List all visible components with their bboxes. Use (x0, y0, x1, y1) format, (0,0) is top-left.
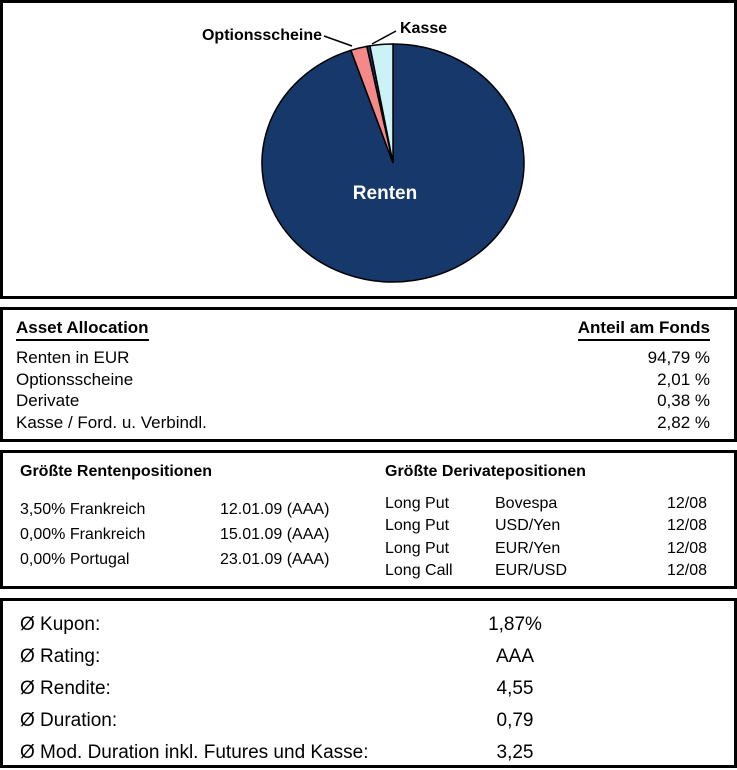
pie-label-kasse: Kasse (400, 20, 447, 37)
statistics-panel: Ø Kupon: 1,87% Ø Rating: AAA Ø Rendite: … (0, 598, 737, 768)
pie-chart-panel: Optionsscheine Kasse Renten (0, 0, 737, 299)
stat-value: AAA (495, 646, 535, 667)
renten-positions-rows: 3,50% Frankreich 12.01.09 (AAA) 0,00% Fr… (20, 497, 365, 572)
asset-allocation-panel: Asset Allocation Anteil am Fonds Renten … (0, 307, 737, 442)
asset-class-value: 2,82 % (657, 412, 710, 432)
pie-label-renten: Renten (353, 183, 417, 204)
stat-label: Ø Duration: (20, 710, 118, 731)
bond-name: 3,50% Frankreich (20, 501, 146, 518)
bond-name: 0,00% Frankreich (20, 526, 146, 543)
stat-value: 1,87% (488, 614, 542, 635)
table-row: Ø Duration: 0,79 (3, 705, 734, 737)
pie-slice-kasse (369, 43, 394, 164)
asset-class-value: 94,79 % (647, 348, 710, 367)
table-row: 0,00% Portugal 23.01.09 (AAA) (20, 547, 365, 572)
table-row: Optionsscheine 2,01 % (16, 369, 710, 391)
pie-chart-svg: Optionsscheine Kasse Renten (202, 20, 525, 283)
derivative-type: Long Call (385, 562, 453, 580)
asset-class-value: 0,38 % (657, 391, 710, 410)
derivative-underlying: USD/Yen (495, 517, 561, 535)
asset-class-label: Optionsscheine (16, 369, 134, 389)
asset-class-label: Derivate (16, 391, 80, 410)
table-row: Kasse / Ford. u. Verbindl. 2,82 % (16, 412, 710, 434)
table-row: Long Call EUR/USD 12/08 (385, 560, 707, 582)
table-row: Long Put USD/Yen 12/08 (385, 515, 707, 537)
pie-leader-optionsscheine (323, 35, 353, 47)
asset-allocation-value-header: Anteil am Fonds (577, 318, 710, 341)
derivative-type: Long Put (385, 495, 450, 512)
table-row: Renten in EUR 94,79 % (16, 347, 710, 369)
asset-class-label: Renten in EUR (16, 348, 130, 367)
derivative-underlying: EUR/Yen (495, 539, 561, 557)
pie-slices (261, 43, 525, 283)
bond-maturity-rating: 12.01.09 (AAA) (220, 501, 330, 518)
table-row: Long Put EUR/Yen 12/08 (385, 538, 707, 560)
asset-allocation-rows: Renten in EUR 94,79 % Optionsscheine 2,0… (16, 347, 710, 433)
stat-label: Ø Kupon: (20, 614, 101, 635)
derivative-expiry: 12/08 (666, 495, 707, 512)
asset-allocation-header: Asset Allocation Anteil am Fonds (16, 318, 710, 341)
bond-name: 0,00% Portugal (20, 551, 130, 568)
stat-label: Ø Mod. Duration inkl. Futures und Kasse: (20, 742, 369, 763)
table-row: Derivate 0,38 % (16, 390, 710, 412)
table-row: Ø Kupon: 1,87% (3, 609, 734, 641)
derivative-underlying: Bovespa (495, 495, 558, 512)
table-row: Ø Mod. Duration inkl. Futures und Kasse:… (3, 737, 734, 769)
table-row: Ø Rendite: 4,55 (3, 673, 734, 705)
renten-positions-title: Größte Rentenpositionen (20, 463, 212, 480)
derivative-expiry: 12/08 (666, 539, 707, 557)
asset-class-value: 2,01 % (657, 369, 710, 389)
stat-value: 0,79 (496, 710, 534, 731)
asset-class-label: Kasse / Ford. u. Verbindl. (16, 412, 207, 432)
derivate-positions-section: Größte Derivatepositionen Long Put Boves… (385, 463, 707, 583)
derivative-type: Long Put (385, 517, 450, 535)
stat-label: Ø Rating: (20, 646, 101, 667)
stat-value: 3,25 (496, 742, 534, 763)
derivative-expiry: 12/08 (666, 517, 707, 535)
derivate-positions-rows: Long Put Bovespa 12/08 Long Put USD/Yen … (385, 493, 707, 583)
derivate-positions-title: Größte Derivatepositionen (385, 463, 586, 480)
derivative-type: Long Put (385, 539, 450, 557)
bond-maturity-rating: 15.01.09 (AAA) (220, 526, 330, 543)
bond-maturity-rating: 23.01.09 (AAA) (220, 551, 330, 568)
pie-leader-kasse (371, 30, 397, 45)
positions-panel: Größte Rentenpositionen 3,50% Frankreich… (0, 450, 737, 589)
renten-positions-section: Größte Rentenpositionen 3,50% Frankreich… (20, 463, 365, 572)
derivative-expiry: 12/08 (666, 562, 707, 580)
pie-label-optionsscheine: Optionsscheine (202, 27, 322, 44)
asset-allocation-title: Asset Allocation (16, 318, 149, 341)
derivative-underlying: EUR/USD (495, 562, 568, 580)
statistics-rows: Ø Kupon: 1,87% Ø Rating: AAA Ø Rendite: … (3, 601, 734, 769)
stat-label: Ø Rendite: (20, 678, 111, 699)
table-row: 3,50% Frankreich 12.01.09 (AAA) (20, 497, 365, 522)
table-row: Ø Rating: AAA (3, 641, 734, 673)
table-row: 0,00% Frankreich 15.01.09 (AAA) (20, 522, 365, 547)
stat-value: 4,55 (496, 678, 534, 699)
table-row: Long Put Bovespa 12/08 (385, 493, 707, 515)
